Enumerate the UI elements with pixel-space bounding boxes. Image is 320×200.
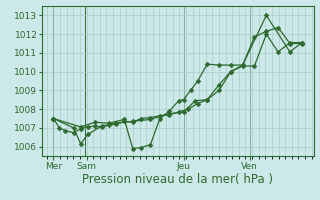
- X-axis label: Pression niveau de la mer( hPa ): Pression niveau de la mer( hPa ): [82, 173, 273, 186]
